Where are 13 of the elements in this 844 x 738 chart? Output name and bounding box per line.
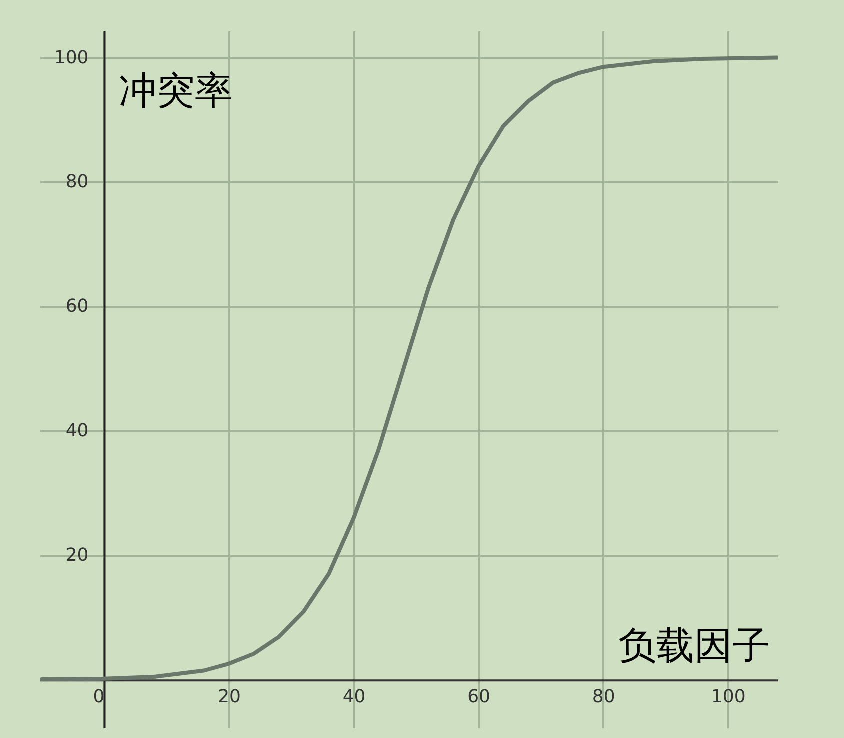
y-tick-label: 80 — [66, 172, 89, 193]
y-tick-label: 40 — [66, 420, 89, 442]
x-tick-label: 40 — [342, 686, 366, 708]
x-tick-label: 100 — [711, 686, 746, 708]
x-tick-label: 20 — [218, 686, 241, 708]
x-tick-label: 0 — [93, 686, 105, 708]
y-tick-label: 20 — [66, 545, 89, 566]
y-tick-label: 100 — [54, 47, 89, 68]
y-axis-title: 冲突率 — [118, 68, 233, 112]
x-tick-label: 80 — [592, 686, 616, 708]
x-tick-label: 60 — [468, 686, 491, 708]
x-axis-title: 负载因子 — [618, 624, 770, 668]
y-tick-label: 60 — [66, 296, 89, 318]
